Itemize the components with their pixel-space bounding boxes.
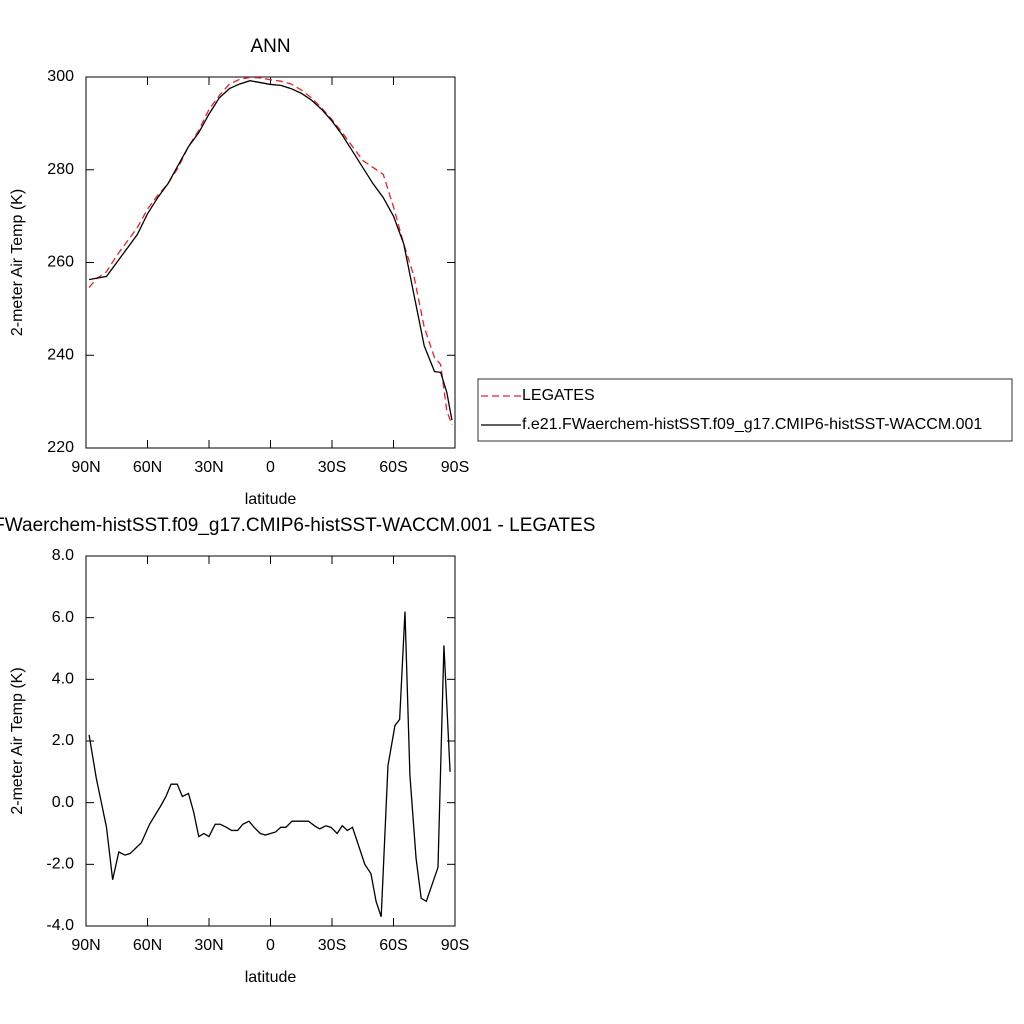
y-tick-label: 2.0 — [52, 732, 74, 749]
y-axis-label: 2-meter Air Temp (K) — [9, 189, 26, 336]
y-tick-label: 280 — [47, 161, 74, 178]
x-tick-label: 30S — [318, 459, 346, 476]
y-tick-label: 300 — [47, 68, 74, 85]
y-tick-label: -2.0 — [46, 856, 74, 873]
y-tick-label: -4.0 — [46, 917, 74, 934]
plot-frame — [85, 555, 456, 927]
x-tick-label: 60N — [133, 937, 162, 954]
x-tick-label: 90N — [71, 459, 100, 476]
data-line — [88, 76, 453, 426]
y-tick-label: 0.0 — [52, 794, 74, 811]
y-tick-label: 8.0 — [52, 547, 74, 564]
plot-frame — [85, 76, 456, 449]
legend-label: f.e21.FWaerchem-histSST.f09_g17.CMIP6-hi… — [522, 416, 982, 433]
y-tick-label: 220 — [47, 439, 74, 456]
x-tick-label: 60S — [379, 937, 407, 954]
x-tick-label: 30N — [194, 459, 223, 476]
y-tick-label: 6.0 — [52, 609, 74, 626]
data-line — [88, 611, 451, 917]
x-tick-label: 30S — [318, 937, 346, 954]
x-tick-label: 30N — [194, 937, 223, 954]
x-tick-label: 90S — [441, 937, 469, 954]
x-axis-label: latitude — [245, 491, 297, 508]
legend-box — [477, 378, 1013, 442]
x-tick-label: 0 — [266, 937, 275, 954]
y-axis-label: 2-meter Air Temp (K) — [9, 667, 26, 814]
chart-title: f.e21.FWaerchem-histSST.f09_g17.CMIP6-hi… — [0, 515, 595, 536]
x-axis-label: latitude — [245, 969, 297, 986]
data-line — [88, 80, 453, 421]
legend-label: LEGATES — [522, 387, 595, 404]
x-tick-label: 90N — [71, 937, 100, 954]
x-tick-label: 90S — [441, 459, 469, 476]
x-tick-label: 0 — [266, 459, 275, 476]
y-tick-label: 4.0 — [52, 671, 74, 688]
chart-title: ANN — [250, 36, 290, 57]
x-tick-label: 60S — [379, 459, 407, 476]
x-tick-label: 60N — [133, 459, 162, 476]
y-tick-label: 240 — [47, 346, 74, 363]
y-tick-label: 260 — [47, 254, 74, 271]
